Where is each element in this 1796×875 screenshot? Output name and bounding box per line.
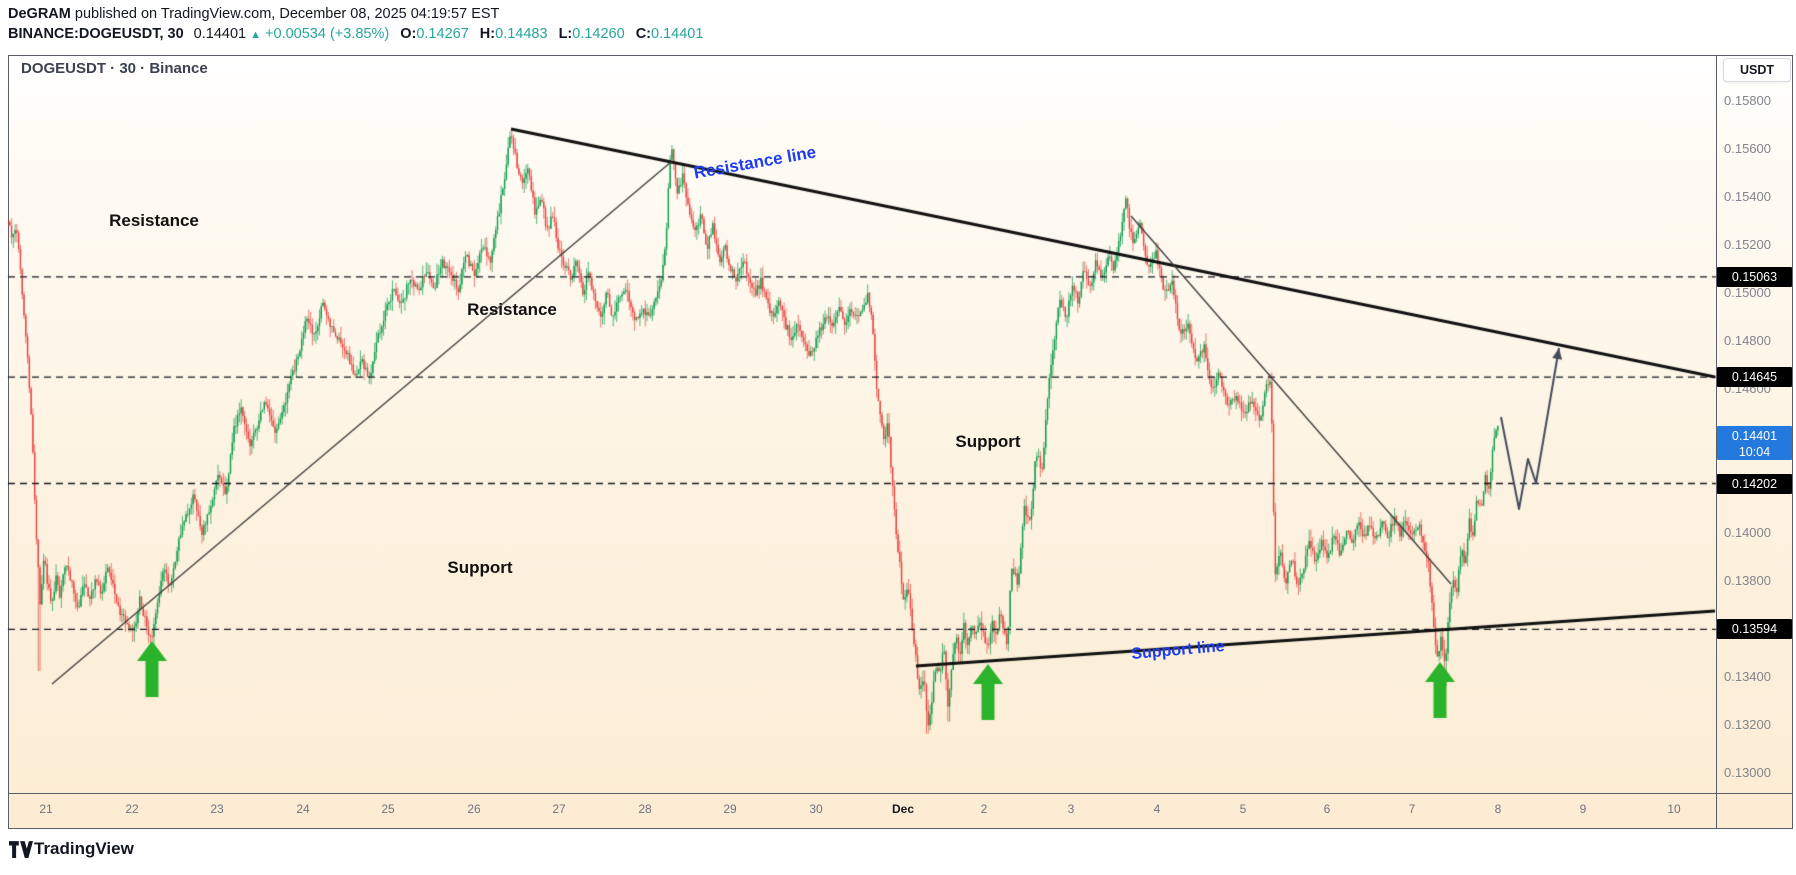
price-chart-canvas[interactable] xyxy=(0,0,1796,875)
